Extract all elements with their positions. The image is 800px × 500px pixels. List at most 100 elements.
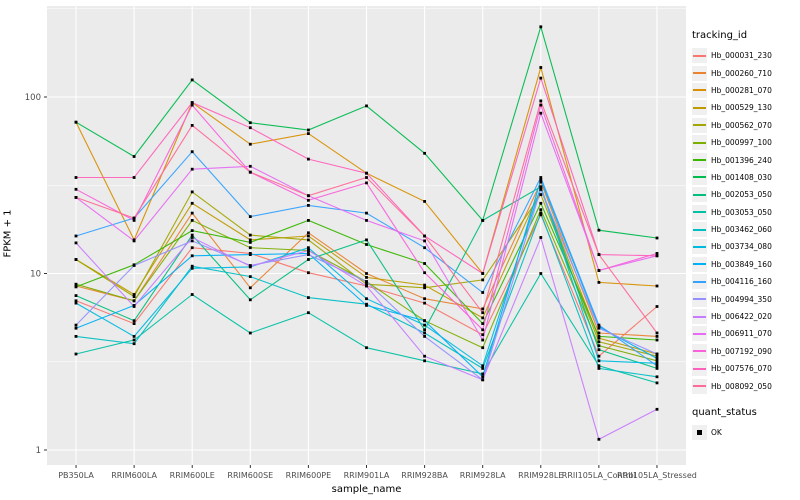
- data-point: [307, 253, 310, 256]
- data-point: [655, 331, 659, 335]
- legend-item: Hb_003849_160: [692, 256, 798, 273]
- data-point: [423, 246, 426, 250]
- data-point: [248, 275, 252, 278]
- data-point: [655, 407, 659, 411]
- data-point: [74, 285, 78, 289]
- legend-color-line: [693, 350, 706, 353]
- data-point: [423, 283, 426, 287]
- data-point: [597, 325, 601, 328]
- legend-label: Hb_001408_030: [711, 172, 772, 182]
- legend-label: Hb_000260_710: [711, 68, 772, 78]
- legend-key: [692, 291, 707, 307]
- legend-key: [692, 256, 707, 272]
- data-point: [132, 219, 136, 222]
- data-point: [481, 364, 485, 368]
- data-point: [307, 128, 310, 132]
- data-point: [74, 187, 78, 191]
- data-point: [655, 352, 659, 356]
- data-point: [307, 238, 310, 242]
- data-point: [248, 253, 252, 256]
- legend-color-line: [693, 211, 706, 214]
- legend-item: Hb_003462_060: [692, 221, 798, 238]
- legend-color-line: [693, 245, 706, 248]
- data-point: [248, 241, 252, 244]
- legend-color-line: [693, 298, 706, 301]
- data-point: [74, 323, 78, 327]
- data-point: [655, 381, 659, 385]
- data-point: [132, 342, 136, 346]
- legend-item: Hb_002053_050: [692, 186, 798, 203]
- legend-label: Hb_000562_070: [711, 120, 772, 130]
- legend-color-line: [693, 72, 706, 75]
- data-point: [597, 281, 601, 284]
- legend-label: Hb_007576_070: [711, 364, 772, 374]
- data-point: [597, 335, 601, 338]
- legend-color-line: [693, 385, 706, 388]
- legend-key: [692, 343, 707, 359]
- data-point: [539, 178, 543, 182]
- data-point: [481, 333, 485, 337]
- legend-label: Hb_000997_100: [711, 138, 772, 148]
- data-point: [539, 111, 543, 115]
- data-point: [307, 194, 310, 198]
- data-point: [597, 269, 601, 272]
- data-point: [190, 266, 194, 270]
- x-tick-label: RRIM928BA: [401, 471, 448, 480]
- data-point: [74, 120, 78, 124]
- data-point: [132, 322, 136, 325]
- data-point: [132, 305, 136, 308]
- legend-key: [692, 82, 707, 98]
- legend-label: Hb_008092_050: [711, 381, 772, 391]
- data-point: [597, 253, 601, 256]
- legend-label: Hb_003053_050: [711, 207, 772, 217]
- data-point: [597, 354, 601, 358]
- data-point: [539, 272, 543, 275]
- data-point: [132, 176, 136, 179]
- data-point: [539, 193, 543, 196]
- data-point: [597, 326, 601, 330]
- data-point: [132, 216, 136, 220]
- data-point: [74, 196, 78, 199]
- data-point: [365, 219, 368, 222]
- data-point: [248, 264, 252, 268]
- data-point: [365, 238, 368, 242]
- quant-status-items: OK: [692, 424, 798, 441]
- data-point: [481, 346, 485, 350]
- data-point: [655, 354, 659, 358]
- data-point: [597, 336, 601, 340]
- data-point: [74, 301, 78, 305]
- data-point: [423, 359, 426, 363]
- data-point: [74, 176, 78, 179]
- x-tick-label: RRIM901LA: [344, 471, 390, 480]
- data-point: [248, 170, 252, 174]
- data-point: [190, 201, 194, 205]
- legend-color-line: [693, 193, 706, 196]
- data-point: [307, 132, 310, 135]
- data-point: [597, 340, 601, 344]
- data-point: [132, 319, 136, 323]
- data-point: [365, 346, 368, 350]
- data-point: [539, 201, 543, 205]
- data-point: [132, 335, 136, 338]
- x-tick-label: RRIM600LE: [170, 471, 215, 480]
- data-point: [655, 335, 659, 338]
- legend-color-line: [693, 228, 706, 231]
- data-point: [307, 204, 310, 207]
- legend-key: [692, 187, 707, 203]
- data-point: [481, 272, 485, 275]
- legend-key: [692, 326, 707, 342]
- data-point: [307, 198, 310, 202]
- data-point: [190, 264, 194, 268]
- legend-label: Hb_003849_160: [711, 259, 772, 269]
- data-point: [190, 233, 194, 237]
- data-point: [481, 311, 485, 315]
- legend-item: Hb_000281_070: [692, 82, 798, 99]
- data-point: [423, 234, 426, 238]
- data-point: [190, 219, 194, 222]
- data-point: [539, 76, 543, 80]
- data-point: [365, 297, 368, 301]
- data-point: [539, 66, 543, 69]
- legend-label: Hb_006911_070: [711, 329, 772, 339]
- data-point: [423, 354, 426, 358]
